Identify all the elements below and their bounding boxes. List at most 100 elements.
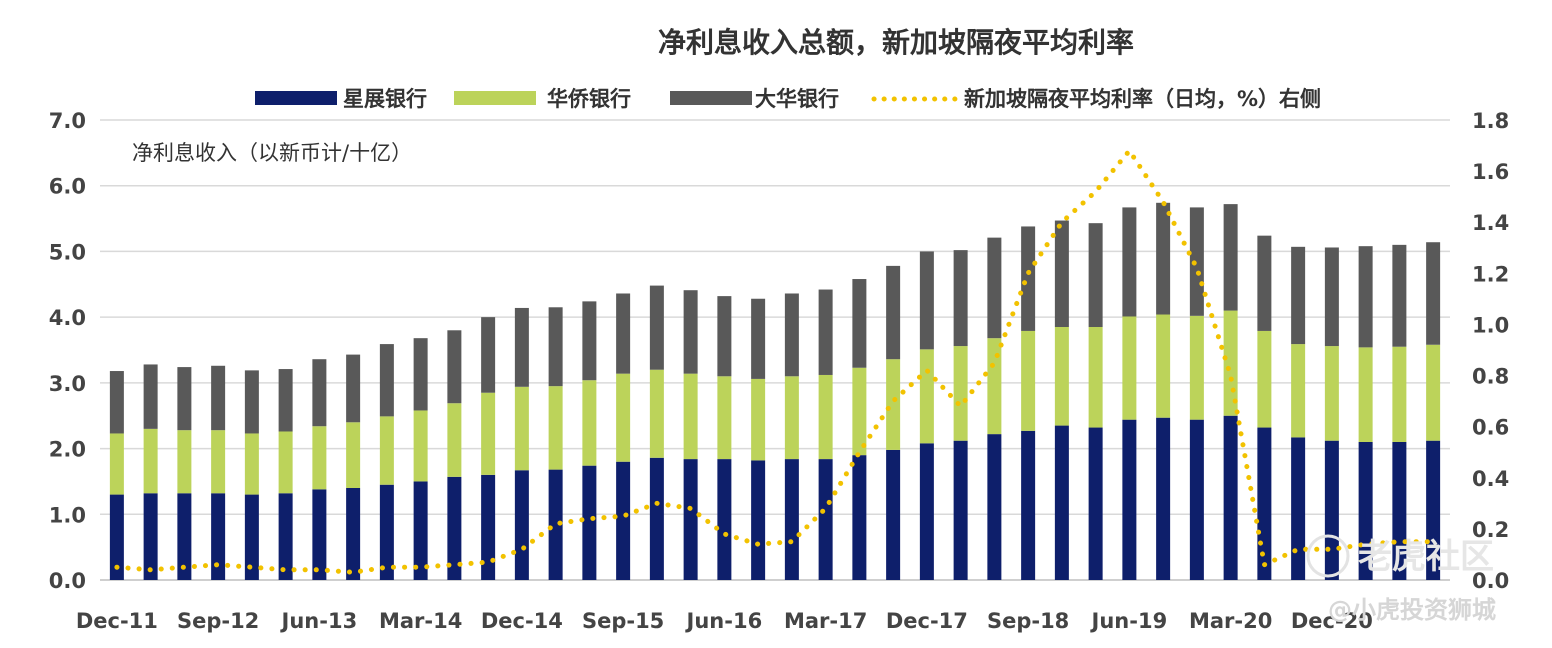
bar-series-0: [818, 459, 833, 580]
y-axis-label: 净利息收入（以新币计/十亿）: [132, 141, 412, 165]
y2-tick-label: 0.4: [1472, 467, 1509, 491]
bar-series-2: [312, 359, 327, 427]
bar-series-0: [852, 455, 867, 580]
chart-title: 净利息收入总额，新加坡隔夜平均利率: [658, 26, 1134, 59]
bar-series-0: [1189, 419, 1204, 580]
gridlines: [100, 119, 1450, 581]
y2-tick-label: 1.6: [1472, 160, 1509, 184]
bar-series-2: [481, 317, 496, 393]
bar-series-0: [1054, 425, 1069, 580]
bar-series-2: [649, 285, 664, 370]
bar-series-0: [548, 469, 563, 580]
y-tick-label: 0.0: [49, 569, 86, 593]
bar-series-1: [244, 433, 259, 495]
x-tick-label: Sep-12: [177, 609, 259, 633]
x-tick-label: Sep-18: [987, 609, 1069, 633]
bar-series-2: [1223, 204, 1238, 311]
bar-series-1: [1324, 346, 1339, 441]
bar-series-2: [919, 251, 934, 350]
bar-series-0: [987, 434, 1002, 580]
legend-label-series-0: 星展银行: [343, 87, 427, 111]
bar-series-2: [1156, 202, 1171, 315]
bar-series-0: [1426, 440, 1441, 580]
legend-swatch-series-1: [454, 91, 536, 105]
bar-series-0: [683, 459, 698, 580]
bar-series-1: [683, 373, 698, 460]
bar-series-0: [717, 459, 732, 580]
bar-series-1: [1189, 315, 1204, 420]
y2-tick-label: 0.0: [1472, 569, 1509, 593]
watermark-handle: @小虎投资狮城: [1328, 596, 1496, 624]
bar-series-1: [1358, 347, 1373, 442]
bar-series-0: [1257, 427, 1272, 580]
bar-series-1: [1156, 314, 1171, 418]
y-tick-label: 6.0: [49, 175, 86, 199]
bar-series-2: [683, 290, 698, 374]
bar-series-0: [1392, 442, 1407, 580]
bar-series-1: [784, 376, 799, 460]
bar-series-1: [1122, 316, 1137, 420]
x-tick-label: Mar-17: [784, 609, 867, 633]
y-tick-label: 7.0: [49, 109, 86, 133]
x-axis-ticks: Dec-11 Sep-12 Jun-13 Mar-14 Dec-14 Sep-15 Jun-…: [76, 609, 1373, 633]
watermark-text: 老虎社区: [1358, 537, 1494, 577]
bar-series-2: [109, 371, 124, 434]
bar-series-1: [548, 386, 563, 470]
bar-series-0: [1021, 430, 1036, 580]
bar-series-0: [1122, 419, 1137, 580]
bar-series-0: [1324, 440, 1339, 580]
x-tick-label: Jun-19: [1090, 609, 1168, 633]
y-axis-ticks: 0.0 1.0 2.0 3.0 4.0 5.0 6.0 7.0: [49, 109, 86, 593]
bar-series-0: [143, 493, 158, 580]
bar-series-1: [177, 430, 192, 494]
bar-series-0: [244, 494, 259, 580]
x-tick-label: Dec-17: [886, 609, 968, 633]
bar-series-0: [312, 489, 327, 580]
y-tick-label: 3.0: [49, 372, 86, 396]
bar-series-1: [211, 430, 226, 494]
x-tick-label: Jun-13: [280, 609, 358, 633]
bar-series-1: [143, 428, 158, 494]
bar-series-1: [852, 367, 867, 456]
legend-swatch-series-0: [255, 91, 337, 105]
bar-series-2: [413, 338, 428, 411]
bar-series-0: [1223, 415, 1238, 580]
bar-series-0: [514, 470, 529, 580]
bar-series-2: [211, 365, 226, 431]
bar-series-2: [987, 237, 1002, 339]
bar-series-1: [649, 369, 664, 458]
bar-series-2: [346, 354, 361, 423]
legend-label-series-3: 新加坡隔夜平均利率（日均，%）右侧: [964, 87, 1321, 111]
bar-series-2: [751, 298, 766, 379]
x-tick-label: Mar-14: [379, 609, 462, 633]
y-tick-label: 1.0: [49, 503, 86, 527]
bar-series-2: [244, 370, 259, 434]
bar-series-1: [987, 338, 1002, 435]
bar-series-1: [919, 349, 934, 444]
bar-series-1: [582, 380, 597, 466]
bar-series-1: [481, 392, 496, 475]
bar-series-2: [447, 330, 462, 404]
bar-series-2: [1324, 247, 1339, 347]
y-tick-label: 5.0: [49, 240, 86, 264]
bar-series-0: [481, 474, 496, 580]
bar-series-2: [953, 250, 968, 347]
bar-series-0: [953, 440, 968, 580]
bar-series-0: [177, 493, 192, 580]
bar-series-2: [1358, 246, 1373, 348]
watermark: 老虎社区 @小虎投资狮城: [1306, 534, 1496, 624]
bar-series-0: [751, 460, 766, 580]
bar-series-0: [1291, 437, 1306, 580]
bar-series-2: [784, 293, 799, 377]
bar-series-1: [413, 410, 428, 482]
bar-series-1: [717, 376, 732, 460]
y2-axis-ticks: 0.0 0.2 0.4 0.6 0.8 1.0 1.2 1.4 1.6 1.8: [1472, 109, 1509, 593]
y2-tick-label: 1.4: [1472, 211, 1509, 235]
bar-series-1: [818, 374, 833, 460]
bar-series-0: [649, 457, 664, 580]
bar-series-0: [1156, 417, 1171, 580]
y2-tick-label: 0.2: [1472, 518, 1509, 542]
x-tick-label: Mar-20: [1189, 609, 1272, 633]
x-tick-label: Jun-16: [685, 609, 763, 633]
